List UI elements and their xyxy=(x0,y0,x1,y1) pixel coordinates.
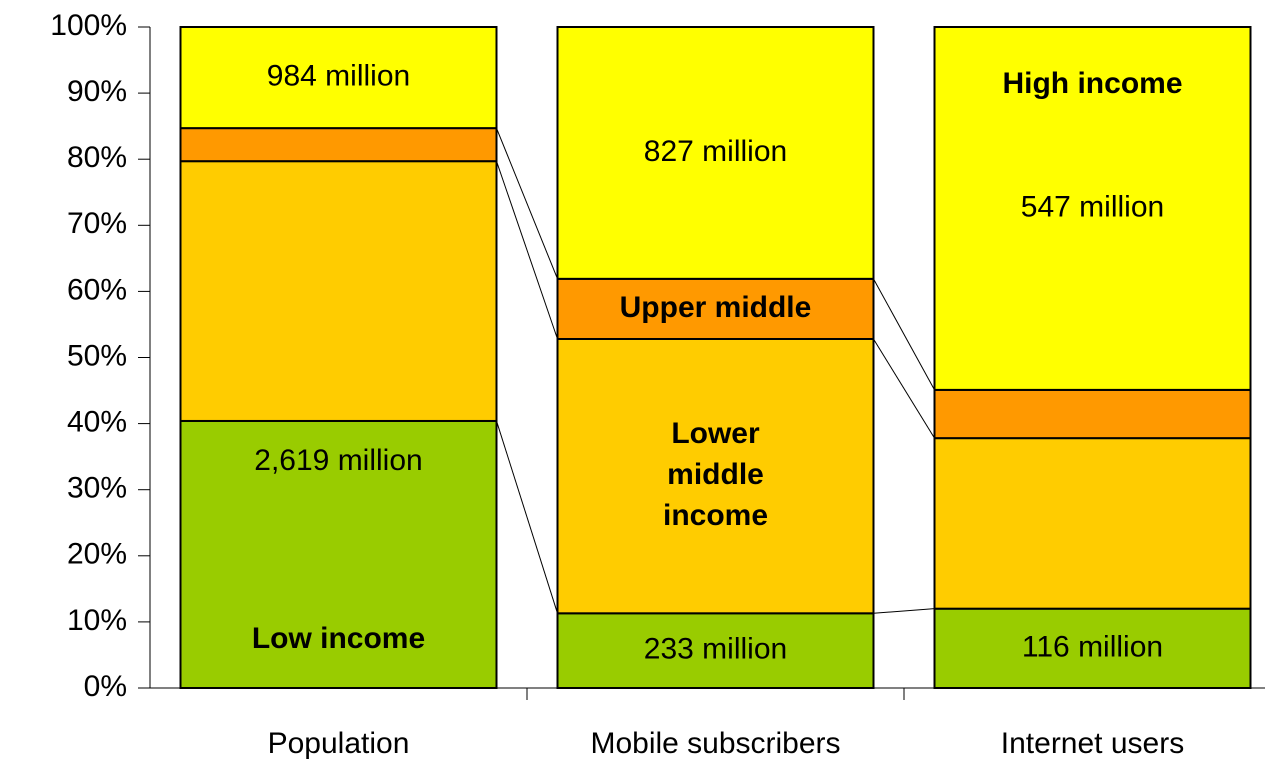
y-tick-label: 30% xyxy=(67,472,127,505)
segment-label: 233 million xyxy=(644,633,787,666)
bar-segment xyxy=(556,612,875,690)
series-name-label: Low income xyxy=(252,622,425,655)
x-tick-label: Mobile subscribers xyxy=(590,727,840,760)
bar-segment xyxy=(179,419,498,689)
y-tick-label: 70% xyxy=(67,207,127,240)
connector-line xyxy=(496,161,558,340)
bar-segment xyxy=(556,337,875,615)
bar-segment xyxy=(179,127,498,163)
bar-segment xyxy=(556,26,875,280)
bar-segment xyxy=(933,437,1252,610)
y-tick-label: 0% xyxy=(84,670,127,703)
y-tick-label: 10% xyxy=(67,604,127,637)
connector-line xyxy=(496,127,558,280)
segment-label: 547 million xyxy=(1021,190,1164,223)
x-tick-label: Internet users xyxy=(1001,727,1184,760)
segment-label: 984 million xyxy=(267,59,410,92)
segment-label: 2,619 million xyxy=(254,444,422,477)
segment-label: 116 million xyxy=(1022,630,1163,663)
connector-line xyxy=(496,420,558,614)
bar-segment xyxy=(556,277,875,340)
bar-segment xyxy=(933,26,1252,391)
y-tick-label: 80% xyxy=(67,141,127,174)
connector-line xyxy=(873,278,935,391)
bar-segment xyxy=(179,26,498,130)
series-name-label: Lower middle income xyxy=(663,417,768,532)
connector-line xyxy=(873,608,935,614)
y-tick-label: 50% xyxy=(67,339,127,372)
y-tick-label: 60% xyxy=(67,273,127,306)
series-name-label: High income xyxy=(1002,67,1182,100)
connector-line xyxy=(873,338,935,439)
y-tick-label: 90% xyxy=(67,75,127,108)
segment-label: 827 million xyxy=(644,135,787,168)
y-tick-label: 40% xyxy=(67,406,127,439)
bar-segment xyxy=(179,160,498,422)
bar-segment xyxy=(933,388,1252,440)
y-tick-label: 20% xyxy=(67,538,127,571)
y-tick-label: 100% xyxy=(50,9,127,42)
x-tick-label: Population xyxy=(268,727,410,760)
series-name-label: Upper middle xyxy=(620,291,812,324)
